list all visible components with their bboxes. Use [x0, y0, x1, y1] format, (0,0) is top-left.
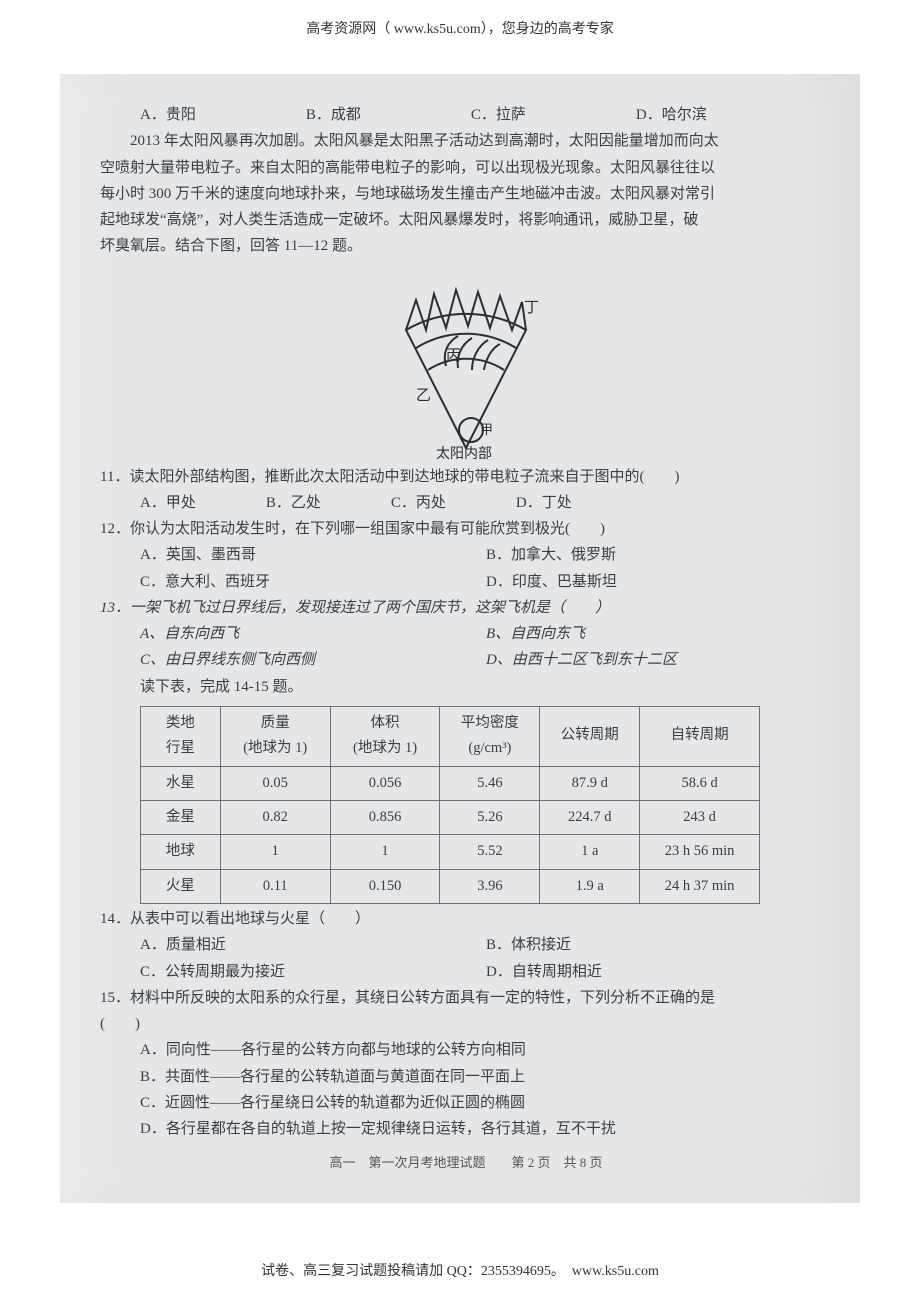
q10-opt-b: B．成都: [306, 102, 361, 128]
q13-stem: 13．一架飞机飞过日界线后，发现接连过了两个国庆节，这架飞机是（ ）: [100, 595, 832, 621]
table-header-row: 类地行星 质量(地球为 1) 体积(地球为 1) 平均密度(g/cm³) 公转周…: [141, 706, 760, 766]
q13-options: A、自东向西飞 B、自西向东飞 C、由日界线东侧飞向西侧 D、由西十二区飞到东十…: [100, 621, 832, 674]
cell: 0.82: [220, 800, 330, 834]
page-header-attribution: 高考资源网（ www.ks5u.com），您身边的高考专家: [0, 0, 920, 44]
cell: 1: [330, 835, 440, 869]
q12-opt-d: D．印度、巴基斯坦: [486, 569, 832, 595]
table-row: 水星 0.05 0.056 5.46 87.9 d 58.6 d: [141, 766, 760, 800]
q14-options: A．质量相近 B．体积接近 C．公转周期最为接近 D．自转周期相近: [100, 932, 832, 985]
sun-corona-spikes: [406, 290, 526, 330]
q10-opt-d: D．哈尔滨: [636, 102, 707, 128]
cell: 58.6 d: [640, 766, 760, 800]
cell: 5.26: [440, 800, 540, 834]
q11-opt-b: B．乙处: [266, 490, 321, 516]
cell: 0.056: [330, 766, 440, 800]
q13-opt-d: D、由西十二区飞到东十二区: [486, 647, 832, 673]
q15-opt-a: A．同向性——各行星的公转方向都与地球的公转方向相同: [140, 1037, 832, 1063]
q13-opt-b: B、自西向东飞: [486, 621, 832, 647]
passage-line-2: 空喷射大量带电粒子。来自太阳的高能带电粒子的影响，可以出现极光现象。太阳风暴往往…: [100, 155, 832, 181]
q11-options: A．甲处 B．乙处 C．丙处 D．丁处: [100, 490, 832, 516]
label-ding: 丁: [524, 300, 539, 316]
planets-table: 类地行星 质量(地球为 1) 体积(地球为 1) 平均密度(g/cm³) 公转周…: [140, 706, 760, 904]
q10-opt-a: A．贵阳: [140, 102, 196, 128]
q12-stem: 12．你认为太阳活动发生时，在下列哪一组国家中最有可能欣赏到极光( ): [100, 516, 832, 542]
passage-line-3: 每小时 300 万千米的速度向地球扑来，与地球磁场发生撞击产生地磁冲击波。太阳风…: [100, 181, 832, 207]
sun-diagram-svg: 丁 丙 乙 甲 太阳内部: [376, 270, 556, 460]
sun-arc-mid: [416, 333, 516, 347]
q11-opt-a: A．甲处: [140, 490, 196, 516]
q11-opt-c: C．丙处: [391, 490, 446, 516]
passage-line-1: 2013 年太阳风暴再次加剧。太阳风暴是太阳黑子活动达到高潮时，太阳因能量增加而…: [100, 128, 832, 154]
page-number-marker: 高一 第一次月考地理试题 第 2 页 共 8 页: [100, 1152, 832, 1175]
cell: 87.9 d: [540, 766, 640, 800]
table-row: 地球 1 1 5.52 1 a 23 h 56 min: [141, 835, 760, 869]
q11-opt-d: D．丁处: [516, 490, 572, 516]
cell: 3.96: [440, 869, 540, 903]
cell: 5.52: [440, 835, 540, 869]
q15-options: A．同向性——各行星的公转方向都与地球的公转方向相同 B．共面性——各行星的公转…: [100, 1037, 832, 1142]
cell: 1.9 a: [540, 869, 640, 903]
cell: 0.150: [330, 869, 440, 903]
figure-caption: 太阳内部: [436, 446, 492, 460]
sun-arc-inner: [428, 358, 504, 369]
cell: 金星: [141, 800, 221, 834]
cell: 224.7 d: [540, 800, 640, 834]
q14-opt-d: D．自转周期相近: [486, 959, 832, 985]
planets-tbody: 水星 0.05 0.056 5.46 87.9 d 58.6 d 金星 0.82…: [141, 766, 760, 904]
q15-opt-d: D．各行星都在各自的轨道上按一定规律绕日运转，各行其道，互不干扰: [140, 1116, 832, 1142]
q14-stem: 14．从表中可以看出地球与火星（ ）: [100, 906, 832, 932]
q15-stem: 15．材料中所反映的太阳系的众行星，其绕日公转方面具有一定的特性，下列分析不正确…: [100, 985, 832, 1011]
q10-opt-c: C．拉萨: [471, 102, 526, 128]
cell: 1 a: [540, 835, 640, 869]
col-orbit: 公转周期: [540, 706, 640, 766]
cell: 1: [220, 835, 330, 869]
q12-options: A．英国、墨西哥 C．意大利、西班牙 B．加拿大、俄罗斯 D．印度、巴基斯坦: [100, 542, 832, 595]
q12-opt-b: B．加拿大、俄罗斯: [486, 542, 832, 568]
cell: 地球: [141, 835, 221, 869]
table-row: 火星 0.11 0.150 3.96 1.9 a 24 h 37 min: [141, 869, 760, 903]
passage-line-4: 起地球发“高烧”，对人类生活造成一定破坏。太阳风暴爆发时，将影响通讯，威胁卫星，…: [100, 207, 832, 233]
label-bing: 丙: [446, 348, 461, 364]
header-text: 高考资源网（ www.ks5u.com），您身边的高考专家: [306, 22, 613, 37]
q15-paren: ( ): [100, 1011, 832, 1037]
cell: 24 h 37 min: [640, 869, 760, 903]
q13-tail: 读下表，完成 14-15 题。: [100, 674, 832, 700]
q15-opt-c: C．近圆性——各行星绕日公转的轨道都为近似正圆的椭圆: [140, 1090, 832, 1116]
passage-line-5: 坏臭氧层。结合下图，回答 11—12 题。: [100, 233, 832, 259]
cell: 0.856: [330, 800, 440, 834]
col-mass: 质量(地球为 1): [220, 706, 330, 766]
cell: 火星: [141, 869, 221, 903]
cell: 5.46: [440, 766, 540, 800]
q12-opt-a: A．英国、墨西哥: [140, 542, 486, 568]
cell: 0.05: [220, 766, 330, 800]
table-row: 金星 0.82 0.856 5.26 224.7 d 243 d: [141, 800, 760, 834]
label-jia: 甲: [480, 422, 493, 437]
sun-structure-figure: 丁 丙 乙 甲 太阳内部: [376, 270, 556, 460]
footer-text: 试卷、高三复习试题投稿请加 QQ：2355394695。 www.ks5u.co…: [261, 1264, 659, 1279]
label-yi: 乙: [416, 388, 431, 404]
q13-opt-c: C、由日界线东侧飞向西侧: [140, 647, 486, 673]
col-density: 平均密度(g/cm³): [440, 706, 540, 766]
cell: 0.11: [220, 869, 330, 903]
cell: 243 d: [640, 800, 760, 834]
q11-stem: 11．读太阳外部结构图，推断此次太阳活动中到达地球的带电粒子流来自于图中的( ): [100, 464, 832, 490]
scanned-page-body: A．贵阳 B．成都 C．拉萨 D．哈尔滨 2013 年太阳风暴再次加剧。太阳风暴…: [60, 74, 860, 1203]
q12-opt-c: C．意大利、西班牙: [140, 569, 486, 595]
q13-opt-a: A、自东向西飞: [140, 621, 486, 647]
q15-opt-b: B．共面性——各行星的公转轨道面与黄道面在同一平面上: [140, 1064, 832, 1090]
col-planet: 类地行星: [141, 706, 221, 766]
q14-opt-c: C．公转周期最为接近: [140, 959, 486, 985]
q10-options: A．贵阳 B．成都 C．拉萨 D．哈尔滨: [100, 102, 832, 128]
col-volume: 体积(地球为 1): [330, 706, 440, 766]
cell: 23 h 56 min: [640, 835, 760, 869]
q14-opt-a: A．质量相近: [140, 932, 486, 958]
col-rotate: 自转周期: [640, 706, 760, 766]
passage-block: 2013 年太阳风暴再次加剧。太阳风暴是太阳黑子活动达到高潮时，太阳因能量增加而…: [100, 128, 832, 259]
cell: 水星: [141, 766, 221, 800]
page-footer-attribution: 试卷、高三复习试题投稿请加 QQ：2355394695。 www.ks5u.co…: [0, 1260, 920, 1280]
q14-opt-b: B．体积接近: [486, 932, 832, 958]
